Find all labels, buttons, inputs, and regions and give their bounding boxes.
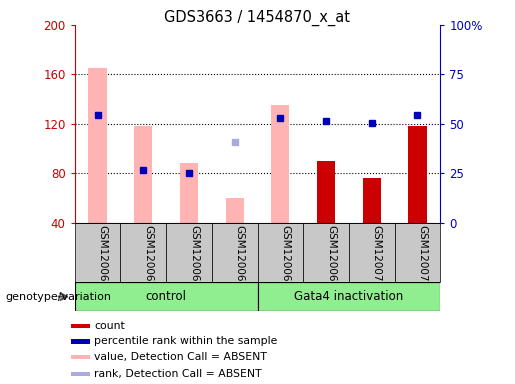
- Bar: [258, 282, 440, 311]
- Text: control: control: [146, 290, 186, 303]
- Bar: [72, 355, 90, 359]
- Bar: [212, 223, 258, 282]
- Bar: [166, 223, 212, 282]
- Text: GSM120068: GSM120068: [280, 225, 290, 288]
- Text: GDS3663 / 1454870_x_at: GDS3663 / 1454870_x_at: [164, 10, 351, 26]
- Text: genotype/variation: genotype/variation: [5, 291, 111, 302]
- Bar: [75, 223, 121, 282]
- Bar: [408, 126, 426, 223]
- Bar: [72, 324, 90, 328]
- Bar: [72, 339, 90, 344]
- Bar: [394, 223, 440, 282]
- Bar: [72, 372, 90, 376]
- Bar: [271, 105, 289, 223]
- Text: GSM120067: GSM120067: [235, 225, 245, 288]
- Bar: [258, 223, 303, 282]
- Bar: [134, 126, 152, 223]
- Bar: [317, 161, 335, 223]
- Bar: [363, 178, 381, 223]
- Text: rank, Detection Call = ABSENT: rank, Detection Call = ABSENT: [94, 369, 262, 379]
- Text: GSM120069: GSM120069: [326, 225, 336, 288]
- Text: GSM120066: GSM120066: [189, 225, 199, 288]
- Bar: [349, 223, 394, 282]
- Text: value, Detection Call = ABSENT: value, Detection Call = ABSENT: [94, 352, 267, 362]
- Bar: [121, 223, 166, 282]
- Text: percentile rank within the sample: percentile rank within the sample: [94, 336, 278, 346]
- Text: GSM120064: GSM120064: [97, 225, 108, 288]
- Bar: [89, 68, 107, 223]
- Bar: [226, 198, 244, 223]
- Text: count: count: [94, 321, 125, 331]
- Text: Gata4 inactivation: Gata4 inactivation: [294, 290, 404, 303]
- Text: GSM120070: GSM120070: [372, 225, 382, 288]
- Text: GSM120065: GSM120065: [143, 225, 153, 288]
- Text: GSM120071: GSM120071: [418, 225, 427, 288]
- Bar: [75, 282, 258, 311]
- Bar: [180, 164, 198, 223]
- Bar: [303, 223, 349, 282]
